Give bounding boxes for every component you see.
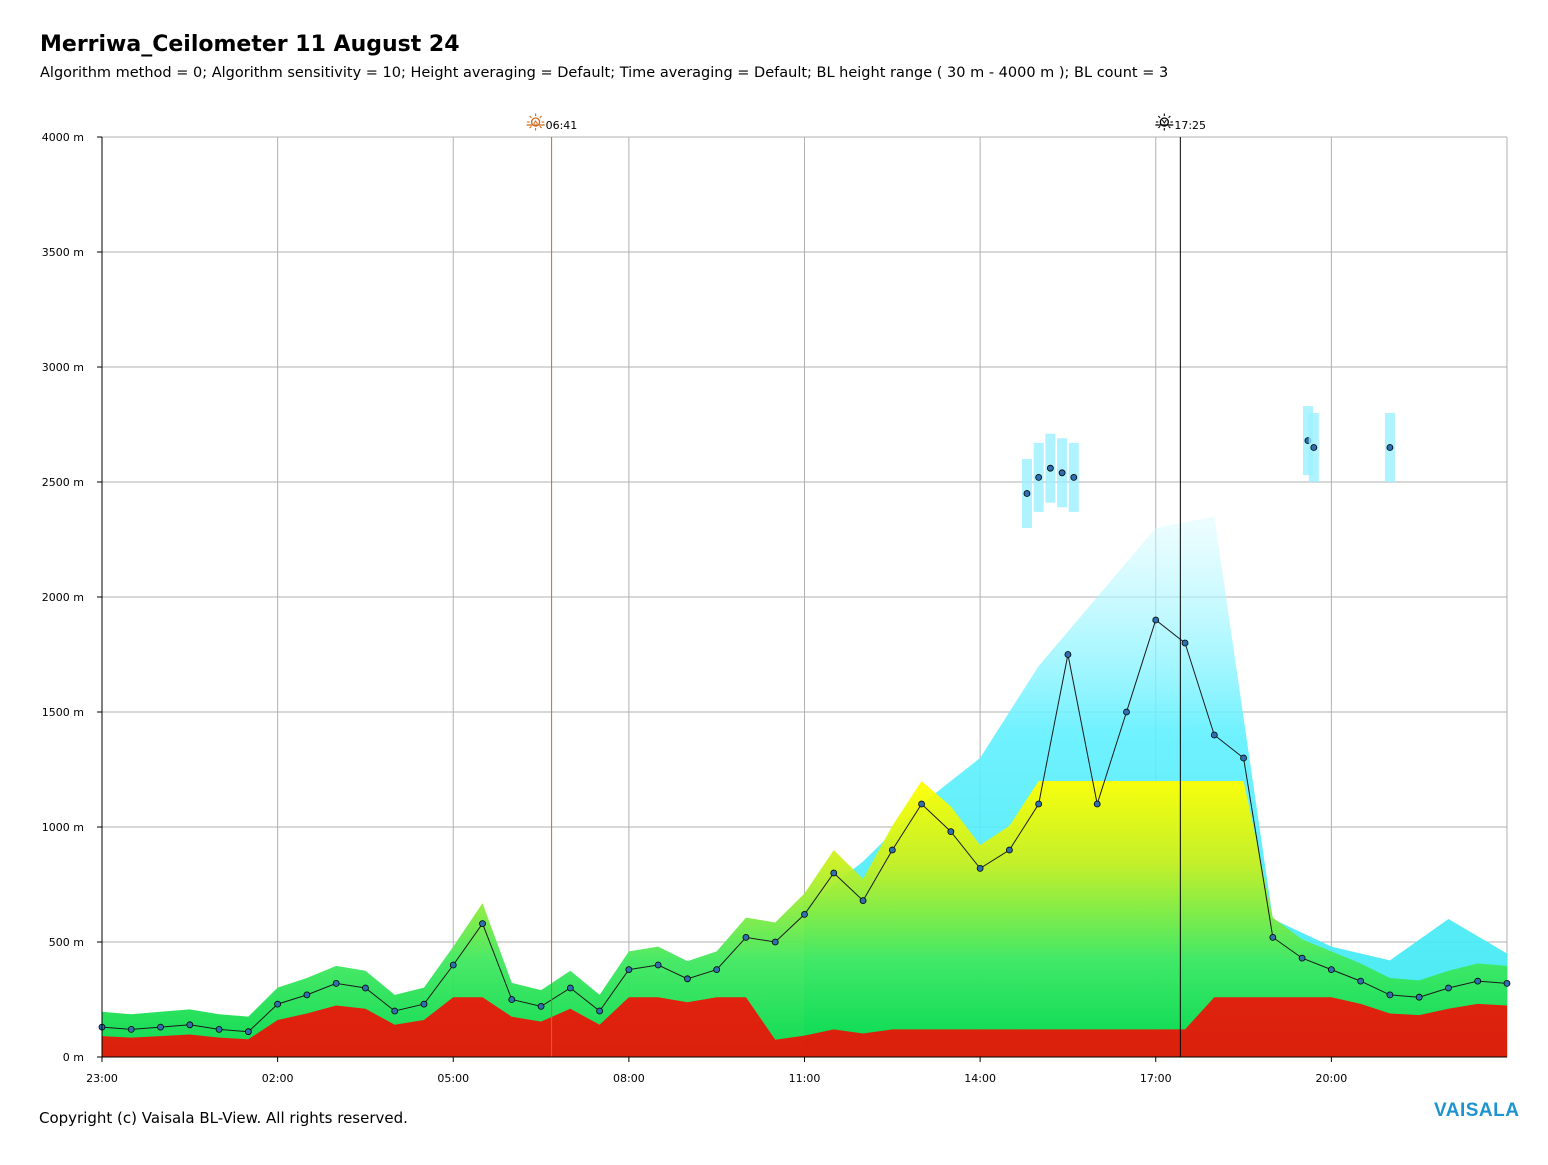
bl-height-point (391, 1007, 399, 1015)
bl-height-point (157, 1023, 164, 1031)
x-tick-label: 11:00 (789, 1072, 821, 1085)
bl-height-point (420, 1000, 428, 1008)
bl-height-point (127, 1026, 135, 1033)
bl-height-point (479, 920, 486, 927)
x-tick-label: 23:00 (86, 1072, 118, 1085)
bl-height-point (742, 934, 750, 941)
cloud-base-marker (1046, 464, 1054, 472)
x-tick-label: 02:00 (262, 1072, 294, 1085)
bl-height-point (1181, 639, 1189, 647)
cloud-base-marker (1035, 473, 1043, 481)
x-tick-label: 05:00 (437, 1072, 469, 1085)
bl-height-point (1240, 754, 1247, 762)
bl-height-point (888, 846, 896, 854)
bl-height-point (1269, 934, 1277, 941)
cloud-base-marker (1070, 473, 1078, 481)
bl-height-point (508, 996, 516, 1003)
plot-area: 06:41 17:25 (98, 113, 1511, 1058)
x-tick-label: 14:00 (964, 1072, 996, 1085)
bl-height-point (1152, 616, 1160, 624)
copyright-text: Copyright (c) Vaisala BL-View. All right… (39, 1109, 408, 1127)
bl-height-point (1415, 993, 1423, 1001)
sunrise-icon (526, 113, 545, 131)
bl-height-point (1503, 980, 1511, 987)
bl-height-point (596, 1007, 604, 1015)
bl-height-point (1210, 731, 1218, 739)
bl-height-point (1035, 800, 1043, 808)
bl-height-point (918, 800, 925, 808)
bl-height-point (1386, 991, 1394, 999)
axes: 0 m 500 m 1000 m 1500 m 2000 m 2500 m 3000 m 35… (42, 131, 1507, 1085)
y-tick-label: 4000 m (42, 131, 84, 144)
bl-height-point (801, 911, 808, 918)
bl-height-point (1064, 651, 1072, 658)
x-tick-label: 20:00 (1316, 1072, 1348, 1085)
sunset-icon (1155, 113, 1174, 131)
bl-height-point (332, 980, 340, 987)
dense-aerosol-layer (102, 997, 1507, 1057)
bl-height-point (186, 1021, 194, 1029)
bl-height-point (654, 961, 662, 969)
bl-height-point (1357, 977, 1365, 985)
bl-height-point (713, 966, 721, 973)
x-tick-label: 08:00 (613, 1072, 645, 1085)
brand-logo: VAISALA (1434, 1100, 1520, 1121)
bl-height-point (274, 1000, 282, 1008)
chart-subtitle: Algorithm method = 0; Algorithm sensitiv… (40, 65, 1169, 81)
y-tick-label: 2000 m (42, 591, 84, 604)
bl-height-point (771, 938, 779, 946)
bl-height-point (362, 984, 369, 992)
y-tick-label: 500 m (49, 936, 84, 949)
bl-height-point (625, 966, 633, 973)
bl-height-point (947, 828, 955, 835)
cloud-base-marker (1310, 444, 1318, 451)
bl-height-point (1093, 800, 1101, 808)
bl-height-point (684, 975, 691, 983)
bl-height-point (1474, 977, 1482, 985)
bl-height-point (537, 1003, 545, 1010)
bl-height-point (1327, 966, 1335, 973)
cloud-base-marker (1386, 444, 1394, 451)
y-tick-label: 0 m (63, 1051, 84, 1064)
sunset-label: 17:25 (1174, 119, 1206, 132)
bl-height-point (303, 991, 311, 999)
cloud-base-marker (1058, 469, 1066, 477)
bl-height-point (859, 897, 867, 904)
bl-height-point (1123, 708, 1130, 716)
chart-title: Merriwa_Ceilometer 11 August 24 (40, 32, 460, 57)
bl-height-point (830, 869, 838, 877)
y-tick-label: 3500 m (42, 246, 84, 259)
bl-height-point (1005, 846, 1013, 854)
bl-height-point (244, 1028, 252, 1036)
y-tick-label: 1500 m (42, 706, 84, 719)
y-tick-label: 1000 m (42, 821, 84, 834)
bl-height-point (449, 961, 457, 969)
aerosol-layer (102, 781, 1507, 1057)
x-tick-label: 17:00 (1140, 1072, 1172, 1085)
bl-height-point (215, 1026, 223, 1033)
bl-height-point (566, 984, 574, 992)
bl-height-point (1298, 954, 1306, 962)
y-tick-label: 3000 m (42, 361, 84, 374)
bl-height-point (1445, 984, 1452, 992)
cloud-base-marker (1023, 490, 1031, 497)
sunrise-label: 06:41 (546, 119, 578, 132)
y-tick-label: 2500 m (42, 476, 84, 489)
bl-height-point (976, 865, 984, 872)
